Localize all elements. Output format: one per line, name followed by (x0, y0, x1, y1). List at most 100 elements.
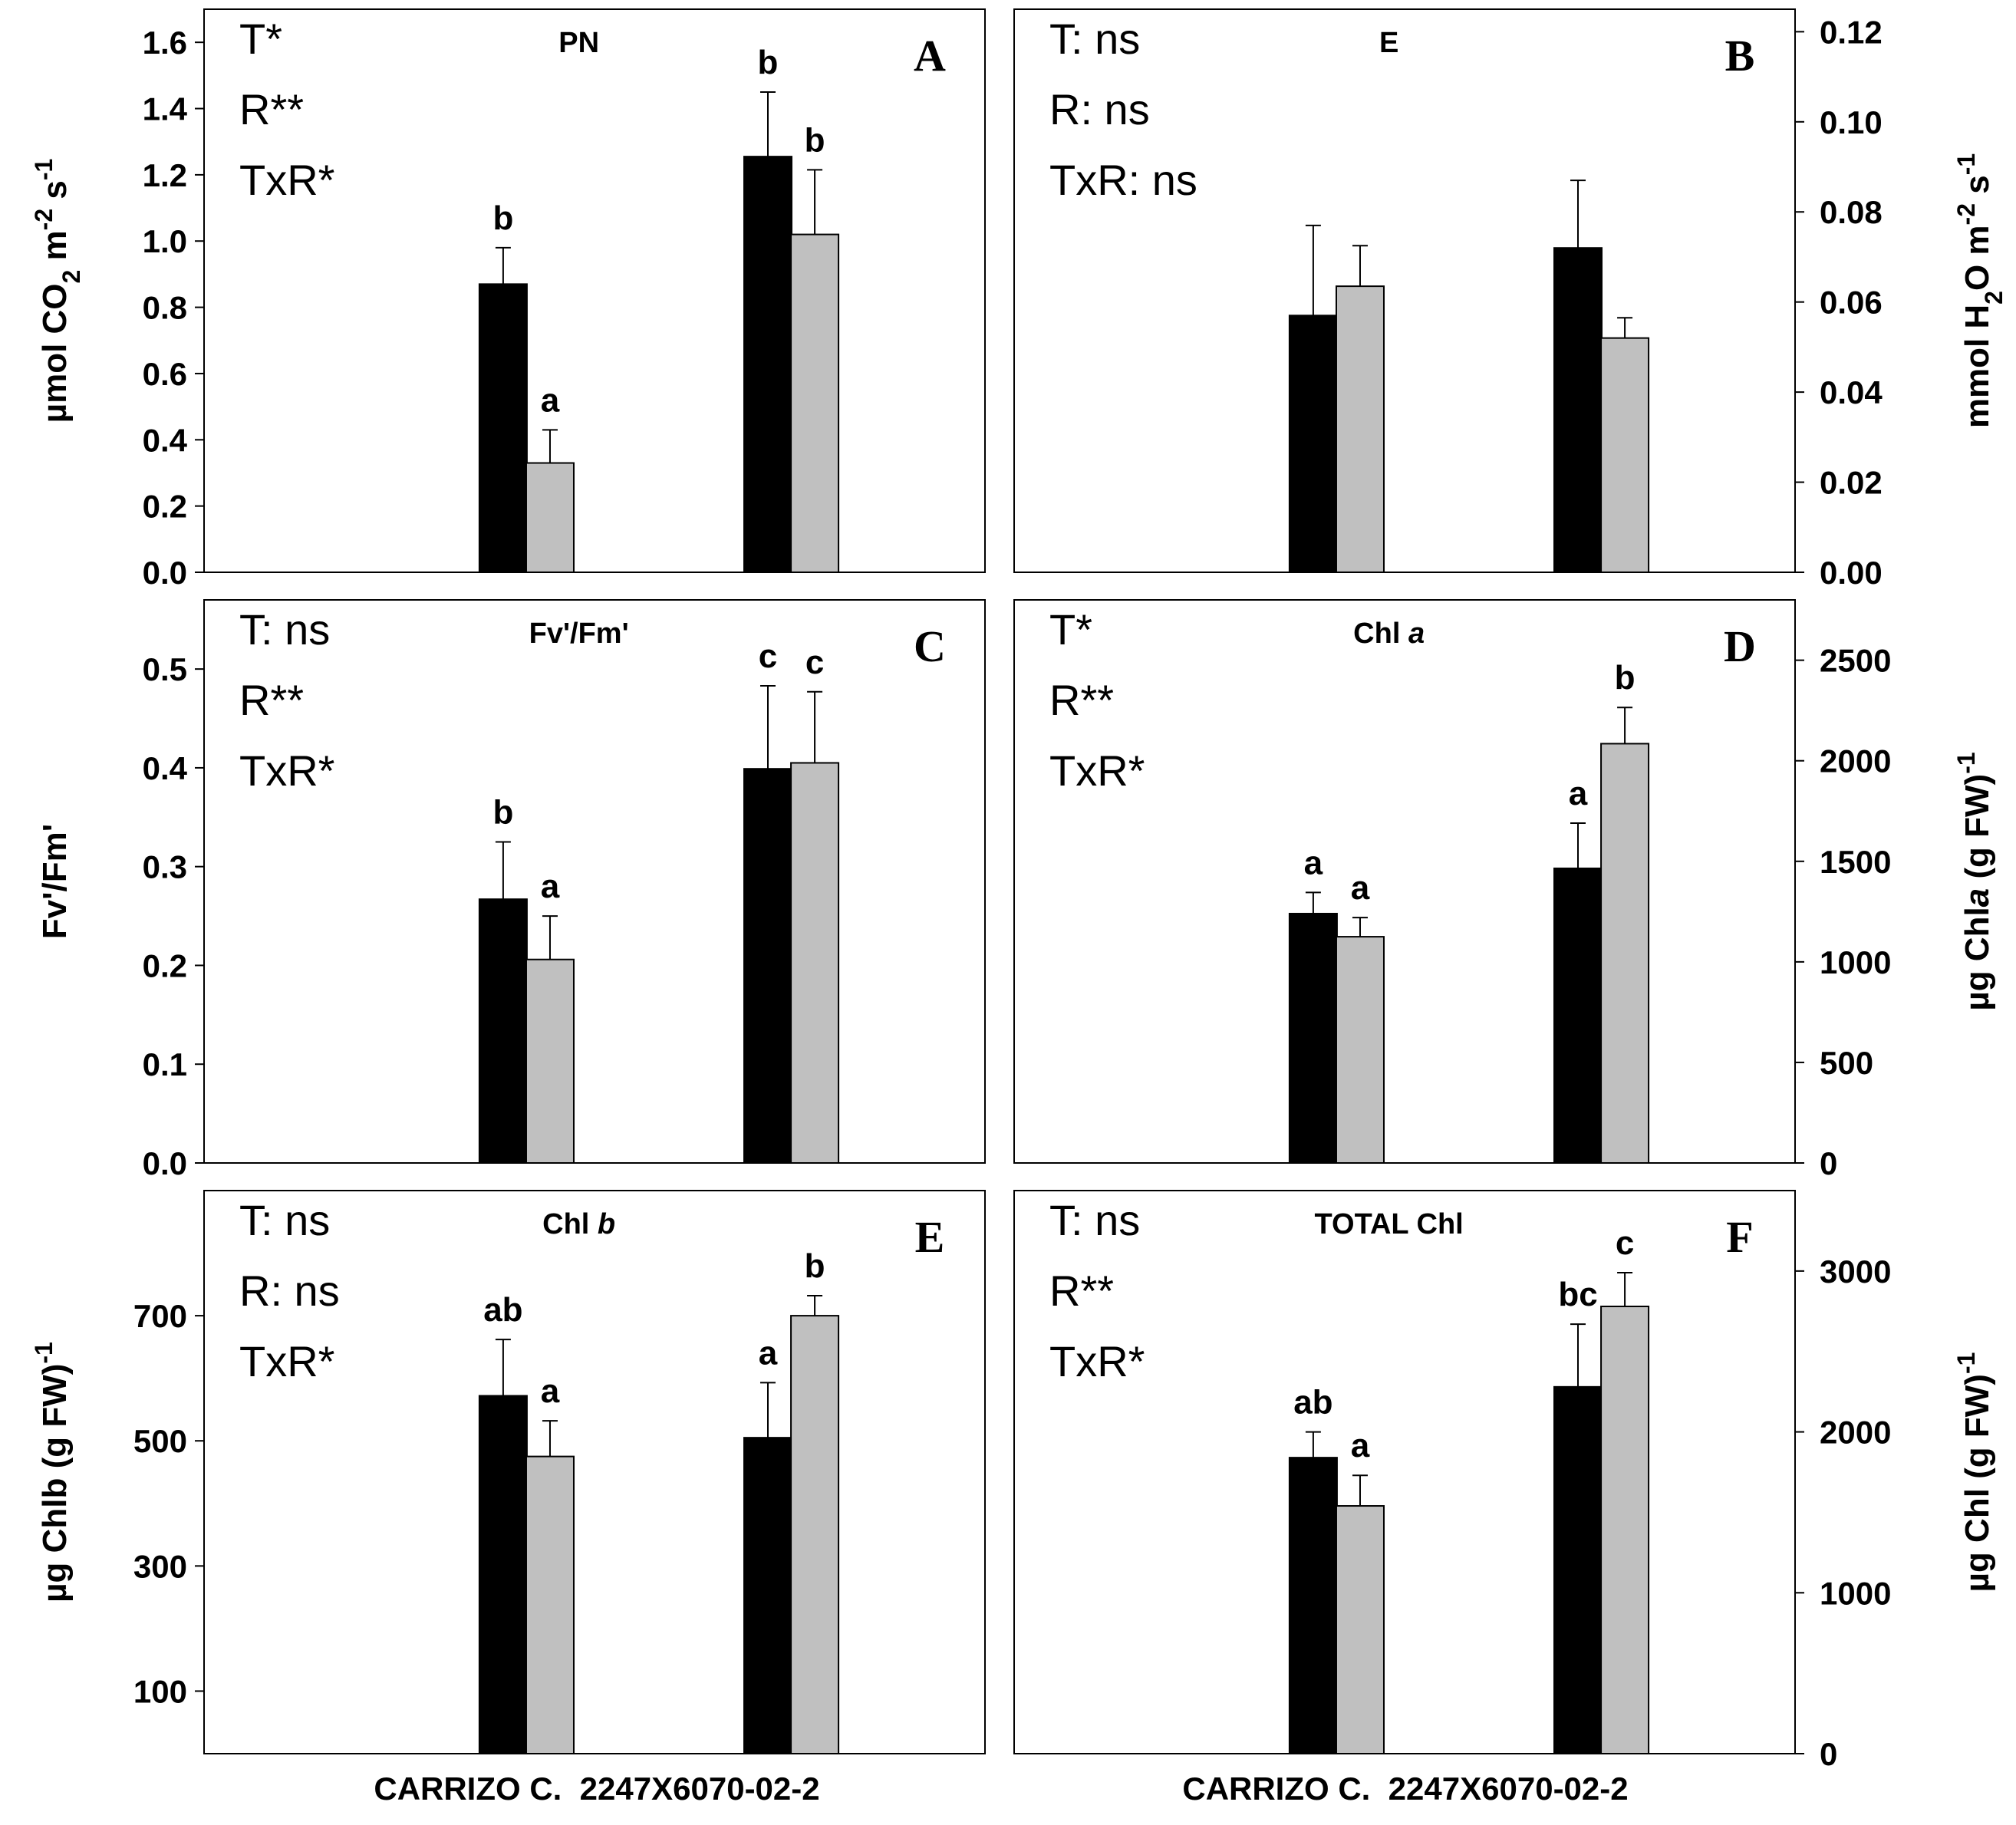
significance-label: a (541, 868, 560, 905)
bar-grey (790, 762, 840, 1164)
significance-label: b (1615, 659, 1636, 697)
stat-text: TxR* (1049, 746, 1145, 795)
panel-frame (1013, 599, 1796, 1164)
significance-label: a (1351, 869, 1370, 907)
y-tick-label: 0.00 (1820, 555, 1883, 591)
bar-black (478, 283, 528, 573)
bar-black (1288, 1457, 1338, 1755)
panel-title: Fv'/Fm' (529, 618, 629, 650)
stat-text: R** (239, 85, 304, 133)
significance-label: a (1569, 775, 1588, 812)
bar-grey (525, 958, 575, 1165)
y-tick-label: 0.06 (1820, 285, 1883, 321)
y-tick-label: 2000 (1820, 743, 1891, 779)
y-axis-label: µg Chlb (g FW)-1 (30, 1342, 74, 1603)
panel-frame (203, 599, 986, 1164)
bar-black (478, 898, 528, 1164)
y-tick-label: 0.6 (143, 356, 187, 392)
panel-frame (203, 8, 986, 573)
bar-grey (1335, 285, 1385, 573)
stat-text: TxR* (239, 746, 334, 795)
stat-text: TxR: ns (1049, 156, 1197, 204)
panel-letter: A (914, 31, 946, 81)
stat-text: T* (1049, 605, 1092, 654)
y-tick-label: 0.04 (1820, 374, 1883, 410)
bar-grey (790, 1315, 840, 1754)
stat-text: T: ns (239, 1196, 330, 1244)
panel-A: 0.0 0.2 0.4 0.6 0.8 1.0 1.2 1.4 1.6 µmol CO2 m-2 … (30, 8, 986, 591)
y-tick-label: 0.10 (1820, 104, 1883, 140)
bar-grey (790, 233, 840, 573)
significance-label: ab (483, 1291, 522, 1329)
panel-title: Chl b (542, 1208, 615, 1240)
y-tick-label: 1000 (1820, 944, 1891, 980)
stat-text: TxR* (1049, 1337, 1145, 1385)
panel-B: 0.00 0.02 0.04 0.06 0.08 0.10 0.12 mmol H2O m-2… (1013, 8, 2008, 591)
panel-letter: C (914, 621, 946, 671)
y-tick-label: 700 (133, 1298, 187, 1334)
bar-grey (1335, 936, 1385, 1164)
panel-frame (203, 1190, 986, 1754)
y-axis-label: µg Chla (g FW)-1 (1952, 752, 1996, 1010)
panel-letter: E (915, 1212, 945, 1262)
bar-black (1288, 315, 1338, 573)
significance-label: ab (1293, 1384, 1332, 1421)
bar-grey (1600, 743, 1650, 1164)
bar-black (1553, 247, 1603, 573)
bar-grey (525, 1455, 575, 1754)
significance-label: a (1351, 1427, 1370, 1464)
y-tick-label: 1500 (1820, 844, 1891, 880)
y-tick-label: 1000 (1820, 1575, 1891, 1611)
y-tick-label: 500 (1820, 1045, 1873, 1081)
significance-label: a (1304, 844, 1323, 881)
y-axis-label: µg Chl (g FW)-1 (1952, 1352, 1996, 1593)
y-tick-label: 0.12 (1820, 14, 1883, 50)
significance-label: b (758, 44, 779, 81)
bar-grey (1335, 1505, 1385, 1755)
bar-black (743, 156, 792, 573)
stat-text: R** (239, 676, 304, 724)
panel-letter: B (1725, 31, 1755, 81)
significance-label: b (492, 793, 513, 831)
y-tick-label: 0.3 (143, 849, 187, 885)
y-tick-label: 0.5 (143, 651, 187, 687)
stat-text: TxR* (239, 1337, 334, 1385)
bar-black (1553, 867, 1603, 1164)
bar-grey (1600, 1305, 1650, 1754)
significance-label: c (805, 644, 824, 681)
y-tick-label: 0.4 (143, 750, 188, 786)
stat-text: R: ns (1049, 85, 1150, 133)
stat-text: R: ns (239, 1267, 340, 1315)
y-tick-label: 500 (133, 1423, 187, 1459)
panel-letter: D (1724, 621, 1756, 671)
y-tick-label: 1.6 (143, 25, 187, 61)
y-tick-label: 1.4 (143, 91, 188, 127)
y-tick-label: 300 (133, 1548, 187, 1584)
panel-title: E (1379, 27, 1398, 59)
y-axis-label: Fv'/Fm' (36, 824, 74, 940)
y-tick-label: 0.0 (143, 555, 187, 591)
stat-text: T: ns (1049, 15, 1140, 63)
bar-black (743, 768, 792, 1164)
y-tick-label: 0.2 (143, 947, 187, 983)
stat-text: R** (1049, 1267, 1114, 1315)
panel-frame (1013, 1190, 1796, 1754)
significance-label: a (541, 1372, 560, 1410)
y-tick-label: 0.4 (143, 422, 188, 458)
stat-text: R** (1049, 676, 1114, 724)
y-tick-label: 0.2 (143, 489, 187, 525)
bottom-label-left: CARRIZO C. 2247X6070-02-2 (374, 1771, 820, 1807)
y-tick-label: 0.8 (143, 290, 187, 326)
panel-frame (1013, 8, 1796, 573)
y-tick-label: 3000 (1820, 1253, 1891, 1290)
y-tick-label: 2500 (1820, 643, 1891, 679)
panel-letter: F (1726, 1212, 1753, 1262)
y-tick-label: 0.1 (143, 1046, 187, 1082)
stat-text: TxR* (239, 156, 334, 204)
y-tick-label: 100 (133, 1673, 187, 1709)
stat-text: T: ns (239, 605, 330, 654)
bottom-label-right: CARRIZO C. 2247X6070-02-2 (1182, 1771, 1629, 1807)
